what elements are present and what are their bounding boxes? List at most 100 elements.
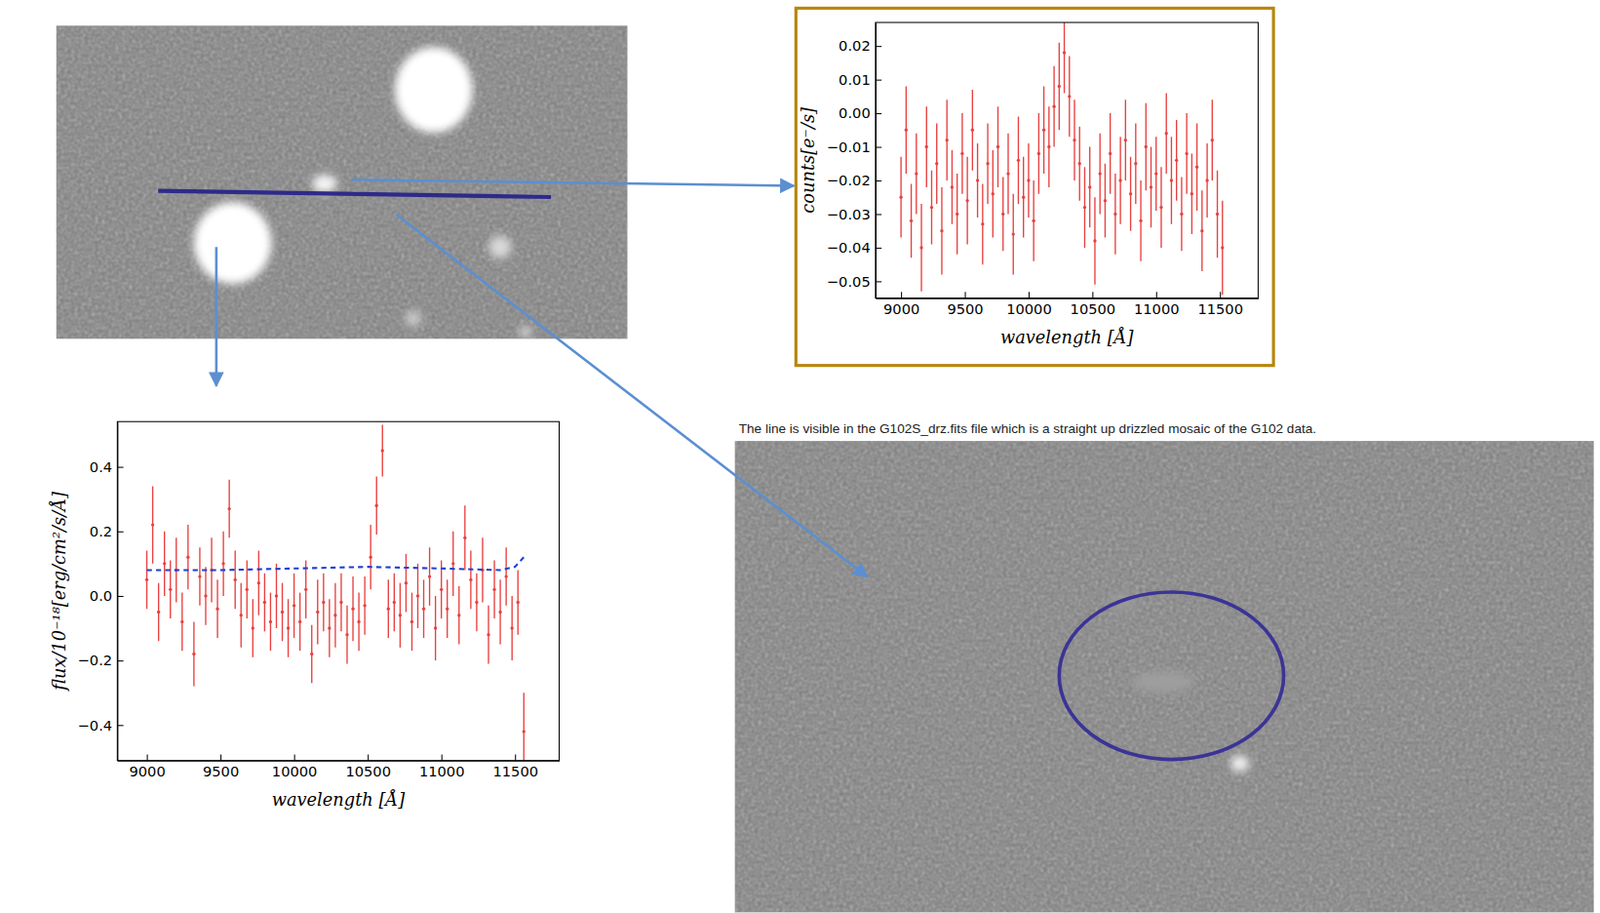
data-point: [310, 652, 313, 656]
error-bar: [1191, 153, 1193, 235]
tick-mark: [514, 753, 516, 760]
data-point: [168, 587, 172, 591]
x-axis-title: wavelength [Å]: [1000, 326, 1133, 348]
data-point: [1031, 219, 1035, 223]
tick: 0.02: [838, 37, 882, 54]
error-bar: [275, 563, 277, 628]
data-point: [263, 600, 267, 604]
data-point: [151, 522, 155, 526]
data-point: [1088, 185, 1092, 189]
data-point: [1067, 94, 1071, 98]
error-bar: [258, 550, 260, 616]
error-bar: [340, 573, 342, 632]
data-point: [1052, 104, 1055, 108]
error-bar: [270, 592, 272, 652]
data-point: [239, 613, 243, 617]
data-point: [398, 613, 402, 617]
tick-label: −0.05: [826, 273, 871, 290]
data-point: [1098, 171, 1102, 175]
tick-mark: [875, 147, 882, 149]
data-point: [304, 587, 308, 591]
content: The line is visible in the G102S_drz.fit…: [48, 7, 1595, 912]
error-bar: [1027, 143, 1029, 218]
data-point: [1220, 245, 1224, 249]
plot-background: [117, 421, 559, 760]
tick-mark: [1092, 291, 1093, 298]
tick-label: 0.2: [89, 522, 113, 540]
error-bar: [1206, 143, 1208, 218]
tick: 9000: [883, 291, 920, 317]
source: [394, 46, 473, 133]
data-point: [925, 145, 929, 149]
error-bar: [434, 595, 436, 661]
error-bar: [997, 106, 999, 188]
source: [404, 310, 422, 327]
tick-mark: [117, 660, 123, 662]
data-point: [935, 161, 938, 165]
data-point: [950, 185, 954, 189]
data-point: [1133, 161, 1137, 165]
error-bar: [382, 425, 384, 477]
tick-label: 0.0: [89, 586, 113, 604]
error-bar: [1109, 113, 1111, 195]
data-point: [457, 613, 461, 617]
error-bar: [1007, 133, 1009, 215]
error-bar: [1150, 147, 1152, 229]
error-bar: [1013, 194, 1015, 275]
error-bar: [264, 573, 266, 632]
error-bar: [972, 89, 974, 171]
plot-marks: [898, 22, 1224, 295]
error-bar: [493, 560, 495, 620]
data-point: [1154, 171, 1158, 175]
error-bar: [281, 583, 283, 642]
data-point: [186, 555, 190, 559]
figure: The line is visible in the G102S_drz.fit…: [0, 0, 1600, 913]
data-point: [269, 620, 273, 624]
source: [312, 174, 337, 194]
error-bar: [469, 550, 471, 610]
data-point: [404, 581, 408, 585]
error-bar: [936, 122, 937, 204]
error-bar: [1130, 156, 1132, 232]
data-point: [392, 600, 396, 604]
tick: −0.02: [826, 171, 882, 189]
plot-background: [875, 22, 1258, 299]
tick: −0.04: [826, 238, 882, 256]
data-point: [215, 606, 219, 610]
data-point: [1006, 171, 1010, 175]
error-bar: [346, 605, 348, 664]
data-point: [251, 625, 255, 629]
data-point: [955, 212, 959, 216]
data-point: [156, 610, 160, 614]
tick-label: 10000: [272, 762, 318, 780]
error-bar: [1099, 133, 1101, 215]
data-point: [1042, 128, 1046, 132]
tick-label: 10500: [1070, 300, 1117, 317]
tick-label: 0.02: [838, 37, 871, 54]
axis-line: [875, 298, 1258, 300]
tick-label: −0.4: [78, 715, 114, 733]
error-bar: [981, 183, 983, 265]
axis: 9000950010000105001100011500: [117, 753, 560, 780]
data-point: [1016, 158, 1020, 162]
data-point: [1138, 219, 1142, 223]
data-point: [1190, 192, 1194, 196]
data-point: [1026, 178, 1030, 182]
tick-mark: [875, 45, 882, 47]
arrow: [395, 214, 868, 578]
arrow: [351, 179, 794, 186]
tick-mark: [875, 247, 882, 249]
tick: 10000: [272, 753, 318, 780]
data-point: [1092, 238, 1096, 242]
error-bar: [523, 692, 525, 760]
data-point: [1083, 205, 1087, 209]
error-bar: [1155, 136, 1157, 211]
error-bar: [1166, 92, 1168, 174]
tick: 10500: [1070, 291, 1117, 317]
data-point: [192, 652, 196, 656]
error-bar: [234, 550, 236, 610]
axis-line: [875, 23, 877, 300]
error-bar: [1073, 99, 1075, 181]
error-bar: [369, 524, 371, 589]
y-axis-title: counts[e⁻/s]: [797, 107, 819, 214]
